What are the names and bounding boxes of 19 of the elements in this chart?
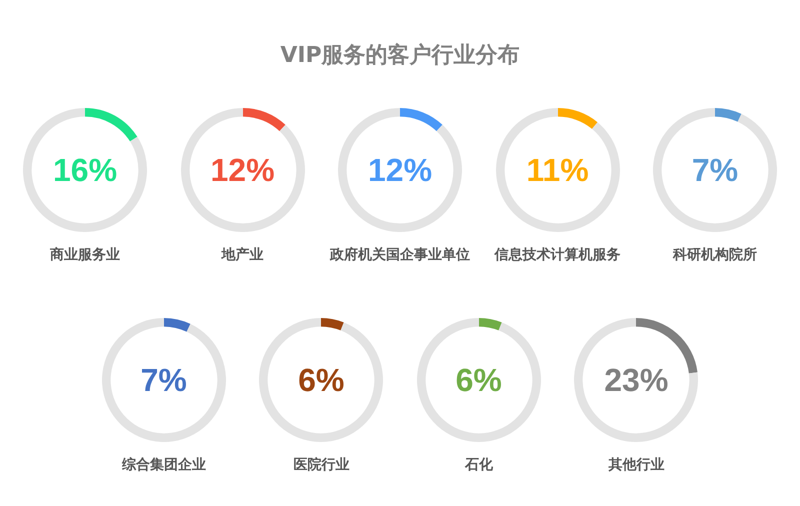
text: 其他行业	[607, 456, 666, 474]
text: 地产业	[220, 246, 264, 264]
text: 12%	[209, 151, 276, 190]
text: 23%	[603, 361, 670, 400]
text: 科研机构院所	[672, 246, 758, 264]
text: 11%	[525, 151, 590, 190]
text: 16%	[52, 151, 118, 190]
text: 信息技术计算机服务	[493, 246, 622, 264]
chart-title: VIP服务的客户行业分布	[279, 42, 521, 70]
text: 石化	[464, 456, 494, 474]
text: 7%	[140, 361, 188, 400]
text: 政府机关国企事业单位	[328, 246, 471, 264]
text: 6%	[297, 361, 346, 400]
text: 12%	[366, 151, 434, 190]
text: 7%	[690, 151, 740, 190]
text: 医院行业	[292, 456, 350, 474]
text: 6%	[454, 361, 503, 400]
text: 商业服务业	[49, 246, 121, 264]
text: 综合集团企业	[120, 456, 207, 474]
